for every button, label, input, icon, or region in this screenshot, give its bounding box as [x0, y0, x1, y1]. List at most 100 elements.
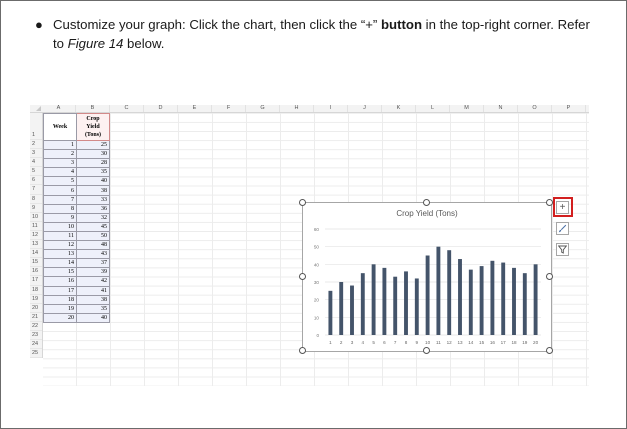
week-cell[interactable]: 1	[43, 139, 77, 151]
row-header-13[interactable]: 13	[30, 240, 42, 250]
row-header-4[interactable]: 4	[30, 158, 42, 168]
bar[interactable]	[350, 285, 354, 335]
yield-cell[interactable]: 36	[76, 203, 110, 214]
yield-cell[interactable]: 39	[76, 267, 110, 278]
crop-yield-chart[interactable]: Crop Yield (Tons) 0 10 20 30 40 50 60 1 2 3 4 5 6 7 8 9…	[302, 202, 552, 352]
yield-cell[interactable]: 43	[76, 249, 110, 260]
yield-cell[interactable]: 30	[76, 149, 110, 160]
week-cell[interactable]: 5	[43, 176, 77, 187]
bar[interactable]	[522, 273, 527, 335]
week-cell[interactable]: 16	[43, 276, 77, 287]
resize-handle-top-right[interactable]	[546, 199, 553, 206]
resize-handle-bottom-right[interactable]	[546, 347, 553, 354]
bar[interactable]	[501, 262, 506, 335]
week-cell[interactable]: 10	[43, 221, 77, 232]
row-header-8[interactable]: 8	[30, 195, 42, 204]
row-header-15[interactable]: 15	[30, 258, 42, 268]
yield-cell[interactable]: 35	[76, 167, 110, 178]
yield-cell[interactable]: 42	[76, 276, 110, 287]
week-cell[interactable]: 14	[43, 258, 77, 269]
row-header-18[interactable]: 18	[30, 286, 42, 295]
row-header-2[interactable]: 2	[30, 140, 42, 150]
resize-handle-middle-right[interactable]	[546, 273, 553, 280]
week-cell[interactable]: 3	[43, 158, 77, 169]
bar[interactable]	[414, 278, 419, 335]
bar[interactable]	[468, 269, 473, 335]
row-header-17[interactable]: 17	[30, 276, 42, 286]
row-header-6[interactable]: 6	[30, 176, 42, 186]
yield-cell[interactable]: 40	[76, 176, 110, 187]
week-cell[interactable]: 19	[43, 303, 77, 314]
yield-cell[interactable]: 40	[76, 312, 110, 323]
week-cell[interactable]: 20	[43, 312, 77, 323]
row-header-23[interactable]: 23	[30, 331, 42, 341]
column-header-n[interactable]: N	[484, 105, 518, 112]
week-cell[interactable]: 2	[43, 149, 77, 160]
row-header-19[interactable]: 19	[30, 295, 42, 304]
bar[interactable]	[458, 259, 462, 335]
bar[interactable]	[339, 282, 344, 335]
row-header-5[interactable]: 5	[30, 167, 42, 177]
row-header-3[interactable]: 3	[30, 149, 42, 159]
chart-styles-button[interactable]	[556, 222, 569, 235]
bar[interactable]	[447, 250, 452, 335]
column-header-l[interactable]: L	[416, 105, 450, 112]
column-header-i[interactable]: I	[314, 105, 348, 112]
yield-cell[interactable]: 35	[76, 303, 110, 314]
row-header-21[interactable]: 21	[30, 313, 42, 322]
week-cell[interactable]: 4	[43, 167, 77, 178]
column-header-m[interactable]: M	[450, 105, 484, 112]
yield-cell[interactable]: 38	[76, 294, 110, 305]
week-cell[interactable]: 18	[43, 294, 77, 305]
bar[interactable]	[490, 260, 495, 335]
row-header-7[interactable]: 7	[30, 185, 42, 195]
yield-cell[interactable]: 45	[76, 221, 110, 232]
bar[interactable]	[360, 273, 365, 335]
week-cell[interactable]: 13	[43, 249, 77, 260]
header-crop-yield[interactable]: Crop Yield (Tons)	[76, 113, 110, 141]
yield-cell[interactable]: 41	[76, 285, 110, 296]
column-header-k[interactable]: K	[382, 105, 416, 112]
column-header-g[interactable]: G	[246, 105, 280, 112]
row-header-11[interactable]: 11	[30, 222, 42, 231]
chart-filters-button[interactable]	[556, 243, 569, 256]
yield-cell[interactable]: 38	[76, 185, 110, 196]
resize-handle-top-middle[interactable]	[423, 199, 430, 206]
column-header-d[interactable]: D	[144, 105, 178, 112]
column-header-f[interactable]: F	[212, 105, 246, 112]
bar[interactable]	[425, 255, 430, 336]
bar[interactable]	[393, 276, 398, 335]
resize-handle-bottom-middle[interactable]	[423, 347, 430, 354]
yield-cell[interactable]: 48	[76, 240, 110, 251]
week-cell[interactable]: 12	[43, 240, 77, 251]
row-header-10[interactable]: 10	[30, 213, 42, 222]
column-header-e[interactable]: E	[178, 105, 212, 112]
week-cell[interactable]: 11	[43, 230, 77, 242]
chart-elements-button[interactable]: +	[556, 201, 569, 214]
column-header-b[interactable]: B	[76, 105, 110, 112]
yield-cell[interactable]: 37	[76, 258, 110, 269]
row-header-12[interactable]: 12	[30, 231, 42, 241]
chart-title[interactable]: Crop Yield (Tons)	[396, 209, 458, 218]
bar[interactable]	[436, 246, 441, 335]
resize-handle-middle-left[interactable]	[299, 273, 306, 280]
row-header-1[interactable]: 1	[30, 113, 42, 140]
row-header-25[interactable]: 25	[30, 349, 42, 359]
column-header-c[interactable]: C	[110, 105, 144, 112]
row-header-9[interactable]: 9	[30, 204, 42, 213]
yield-cell[interactable]: 32	[76, 212, 110, 223]
column-header-p[interactable]: P	[552, 105, 586, 112]
bar[interactable]	[371, 264, 376, 335]
week-cell[interactable]: 17	[43, 285, 77, 296]
bar[interactable]	[512, 267, 516, 335]
row-header-24[interactable]: 24	[30, 340, 42, 350]
bar[interactable]	[382, 267, 387, 335]
week-cell[interactable]: 7	[43, 194, 77, 205]
row-header-14[interactable]: 14	[30, 249, 42, 259]
column-header-a[interactable]: A	[42, 105, 76, 112]
yield-cell[interactable]: 50	[76, 230, 110, 242]
yield-cell[interactable]: 28	[76, 158, 110, 169]
week-cell[interactable]: 15	[43, 267, 77, 278]
yield-cell[interactable]: 25	[76, 139, 110, 151]
column-header-j[interactable]: J	[348, 105, 382, 112]
